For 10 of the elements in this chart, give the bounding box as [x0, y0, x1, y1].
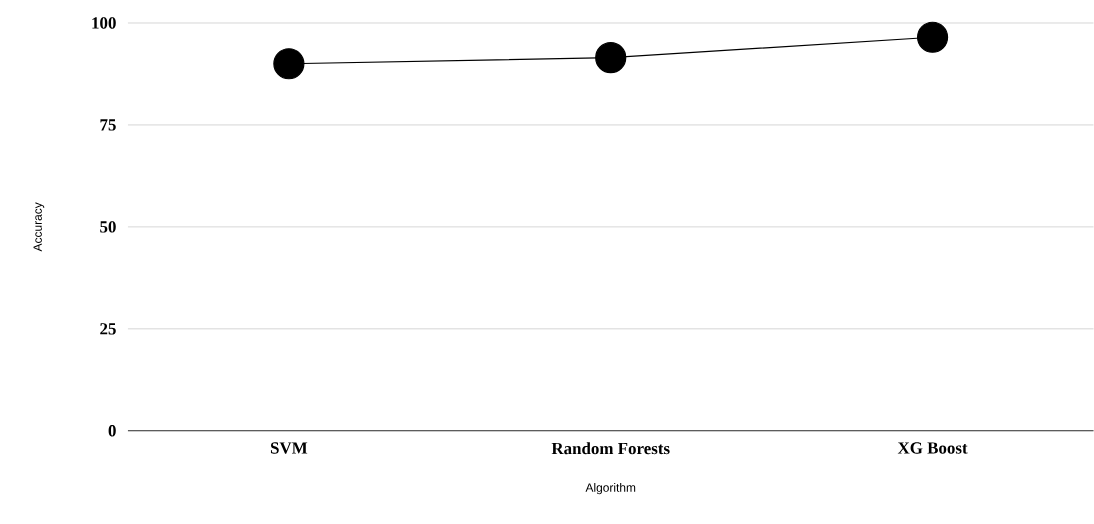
x-axis-title: Algorithm [585, 483, 636, 495]
y-tick-label: 0 [108, 425, 116, 437]
y-tick-label: 75 [100, 119, 116, 131]
y-tick-label: 100 [92, 17, 116, 29]
x-tick-label: XG Boost [897, 442, 968, 454]
y-axis-title: Accuracy [33, 202, 45, 252]
y-tick-label: 25 [100, 323, 116, 335]
x-tick-label: Random Forests [551, 442, 670, 455]
y-tick-label: 50 [100, 221, 116, 233]
x-tick-label: SVM [270, 442, 308, 454]
